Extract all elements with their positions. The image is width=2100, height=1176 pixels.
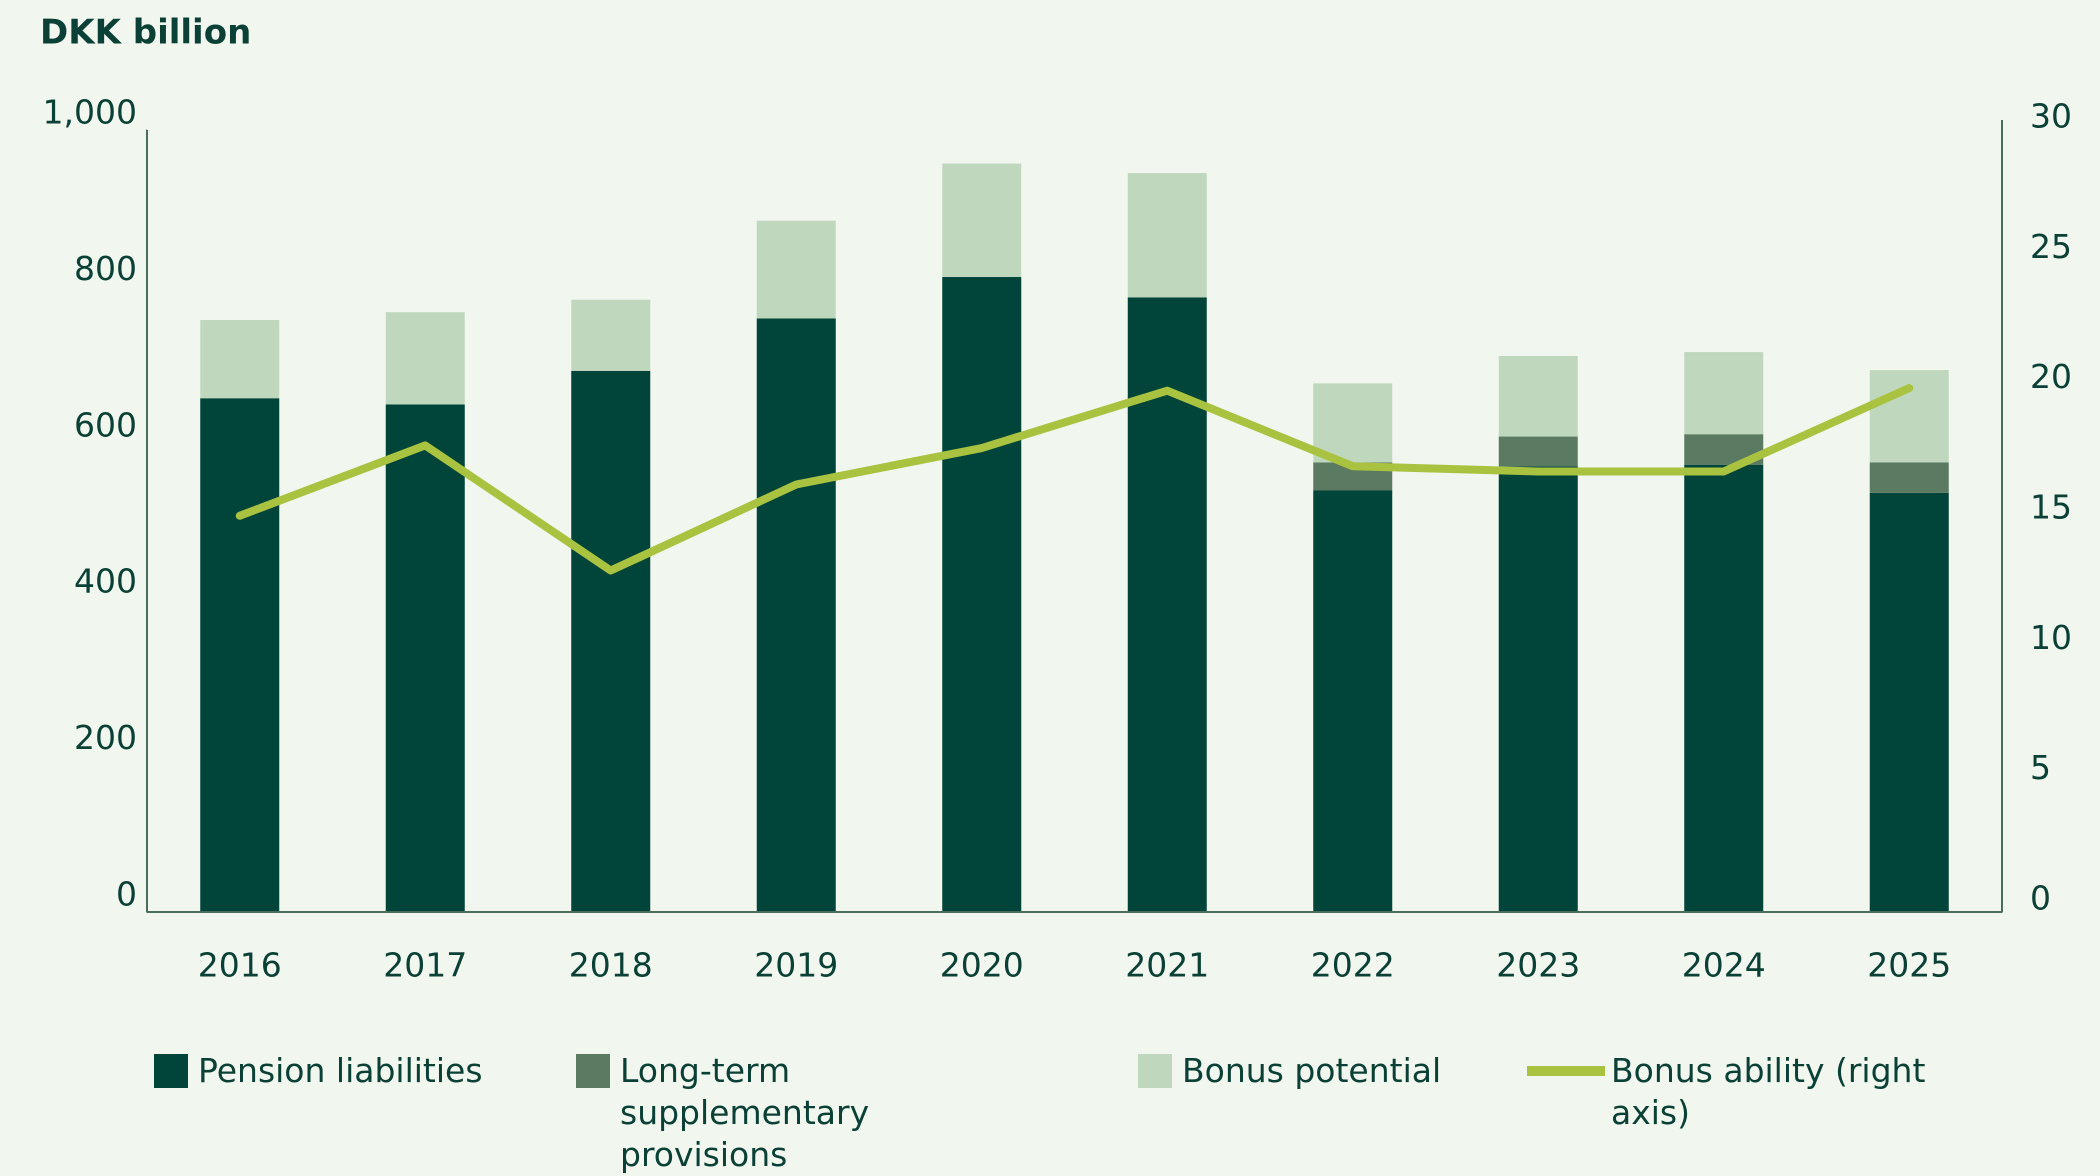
bar-segment [1498,466,1578,912]
x-tick-label: 2025 [1867,946,1951,985]
x-tick-label: 2017 [383,946,467,985]
chart-title: DKK billion [40,13,251,53]
y2-tick-label: 0 [2030,879,2051,918]
bar-segment [1313,383,1393,463]
bar-segment [942,163,1022,278]
bar-segment [942,277,1022,912]
bar-segment [200,320,280,399]
y2-tick-label: 20 [2030,357,2072,396]
legend-label: Long-term supplementary provisions [620,1051,870,1174]
bar-segment [1684,352,1764,435]
legend-label: Pension liabilities [198,1051,483,1090]
y2-tick-label: 10 [2030,618,2072,657]
y-tick-label: 200 [74,718,137,757]
bar-segment [756,318,836,912]
x-tick-label: 2021 [1125,946,1209,985]
y-tick-label: 600 [74,405,137,444]
x-tick-label: 2022 [1311,946,1395,985]
y-tick-label: 800 [74,249,137,288]
legend-item: Pension liabilities [154,1050,534,1092]
y2-tick-label: 30 [2030,97,2072,136]
y-tick-label: 0 [116,875,137,914]
legend-item: Bonus potential [1138,1050,1498,1092]
y2-tick-label: 15 [2030,488,2072,527]
legend-swatch [576,1054,610,1088]
legend-swatch [1138,1054,1172,1088]
bar-segment [1313,490,1393,912]
legend: Pension liabilities Long-term supplementa… [0,1050,2100,1174]
y2-tick-label: 25 [2030,227,2072,266]
bar-segment [1498,436,1578,467]
bar-segment [571,299,651,371]
y2-tick-label: 5 [2030,748,2051,787]
bar-segment [385,404,465,912]
legend-swatch [154,1054,188,1088]
bar-segment [200,398,280,912]
bar-segment [1498,355,1578,437]
x-tick-label: 2016 [198,946,282,985]
x-tick-label: 2024 [1682,946,1766,985]
chart: DKK billion 02004006008001,0000510152025… [40,13,2072,985]
legend-item: Bonus ability (right axis) [1527,1050,2007,1134]
bar-segment [1127,173,1207,298]
y-tick-label: 1,000 [43,93,137,132]
bar-segment [385,312,465,405]
bar-segment [1869,370,1949,463]
line [235,384,1914,575]
legend-label: Bonus ability (right axis) [1611,1051,1926,1132]
bar-segment [1869,462,1949,493]
y-tick-label: 400 [74,562,137,601]
x-tick-label: 2019 [754,946,838,985]
legend-label: Bonus potential [1182,1051,1442,1090]
bar-segment [1869,492,1949,912]
page: {"chart_data": {"type": "bar", "stacked"… [0,12,2100,1174]
x-tick-label: 2023 [1496,946,1580,985]
legend-item: Long-term supplementary provisions [576,1050,1096,1176]
bar-segment [1684,464,1764,912]
legend-swatch [1527,1066,1605,1076]
x-tick-label: 2018 [569,946,653,985]
x-tick-label: 2020 [940,946,1024,985]
bar-segment [571,370,651,913]
bar-segment [756,220,836,319]
